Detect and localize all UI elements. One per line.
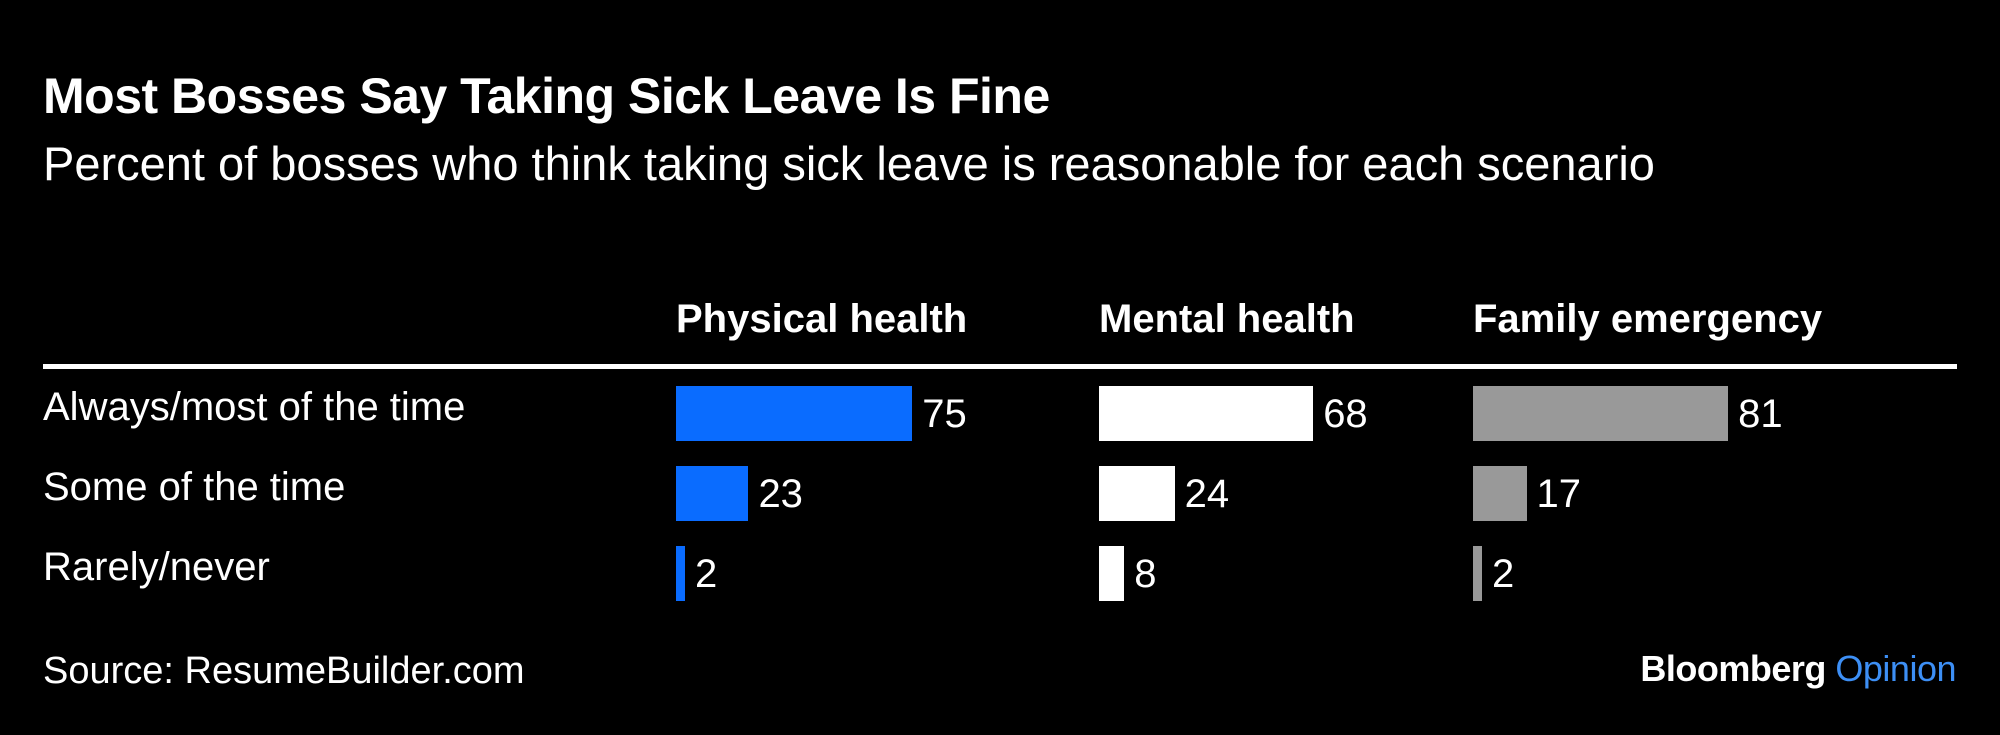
- row-label-0: Always/most of the time: [43, 385, 466, 429]
- bar-2-2: [1473, 546, 1482, 601]
- column-header-2: Family emergency: [1473, 297, 1823, 341]
- value-label-0-1: 23: [758, 472, 803, 516]
- bar-1-0: [1099, 386, 1314, 441]
- bar-1-2: [1099, 546, 1125, 601]
- value-label-0-2: 2: [695, 552, 718, 596]
- value-label-2-0: 81: [1738, 392, 1783, 436]
- value-label-1-2: 8: [1134, 552, 1157, 596]
- brand-name: Bloomberg: [1640, 648, 1826, 689]
- value-label-2-1: 17: [1536, 472, 1582, 516]
- bar-2-1: [1473, 466, 1527, 521]
- brand-section: Opinion: [1835, 648, 1956, 689]
- row-label-2: Rarely/never: [43, 545, 270, 589]
- bar-1-1: [1099, 466, 1175, 521]
- value-label-1-0: 68: [1323, 392, 1368, 436]
- bar-0-1: [676, 466, 749, 521]
- value-label-0-0: 75: [922, 392, 967, 436]
- header-rule: [43, 364, 1957, 369]
- column-header-0: Physical health: [676, 297, 968, 341]
- chart-subtitle: Percent of bosses who think taking sick …: [43, 137, 1655, 190]
- source-note: Source: ResumeBuilder.com: [43, 650, 525, 692]
- bar-0-2: [676, 546, 685, 601]
- value-label-2-2: 2: [1492, 552, 1515, 596]
- row-label-1: Some of the time: [43, 465, 346, 509]
- value-label-1-1: 24: [1184, 472, 1230, 516]
- bar-2-0: [1473, 386, 1729, 441]
- chart-title: Most Bosses Say Taking Sick Leave Is Fin…: [43, 68, 1050, 124]
- brand-logo: Bloomberg Opinion: [1640, 644, 1956, 694]
- column-header-1: Mental health: [1099, 297, 1355, 341]
- bar-0-0: [676, 386, 913, 441]
